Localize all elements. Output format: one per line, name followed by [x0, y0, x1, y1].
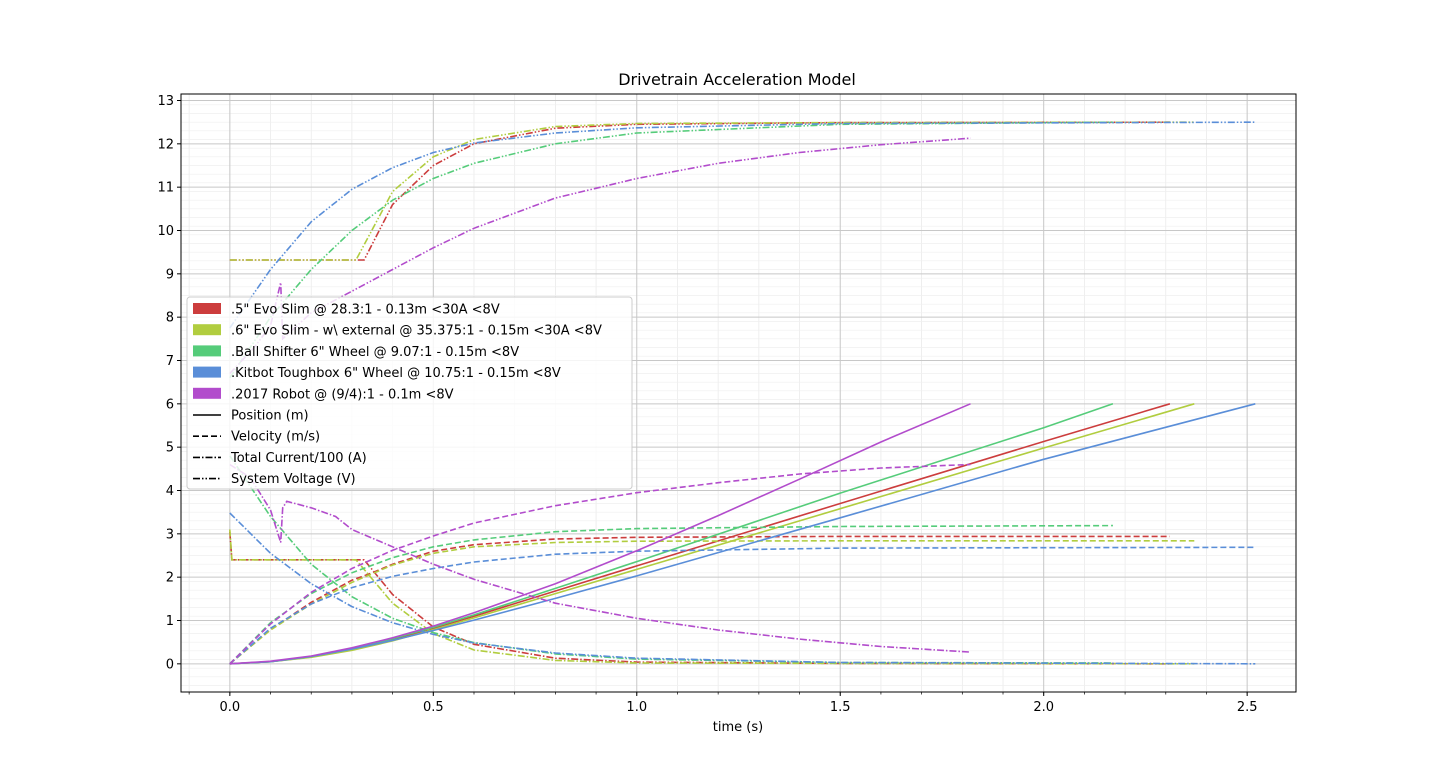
y-tick-label: 3 [166, 527, 174, 542]
series-line-position-5 [229, 403, 971, 665]
x-tick-label: 2.0 [1033, 700, 1054, 715]
legend-swatch [193, 366, 221, 378]
y-tick-label: 7 [166, 354, 174, 369]
legend-label: Position (m) [231, 409, 309, 424]
legend-swatch [193, 303, 221, 314]
y-tick-label: 0 [166, 657, 174, 672]
series-line-velocity-5 [229, 463, 971, 665]
x-tick-label: 0.0 [219, 700, 240, 715]
y-tick-label: 13 [157, 94, 174, 109]
y-tick-label: 4 [166, 484, 174, 499]
series-line-current-2 [229, 529, 1195, 665]
plot-frame [180, 93, 1297, 693]
legend: .5" Evo Slim @ 28.3:1 - 0.13m <30A <8V .6… [186, 296, 633, 490]
legend-swatch [193, 345, 221, 357]
legend-swatch [193, 324, 221, 336]
series-line-voltage-3 [229, 121, 1113, 379]
y-tick-label: 9 [166, 267, 174, 282]
y-tick-label: 8 [166, 311, 174, 326]
series-line-current-1 [229, 531, 1170, 665]
legend-label: .6" Evo Slim - w\ external @ 35.375:1 - … [231, 324, 602, 339]
y-tick-label: 12 [157, 137, 174, 152]
y-tick-label: 2 [166, 571, 174, 586]
chart-title: Drivetrain Acceleration Model [618, 70, 856, 89]
legend-swatch [193, 387, 221, 399]
series-line-velocity-4 [229, 546, 1256, 665]
legend-label: System Voltage (V) [231, 472, 356, 487]
x-tick-label: 2.5 [1237, 700, 1258, 715]
x-axis-label: time (s) [713, 720, 763, 735]
y-tick-label: 1 [166, 614, 174, 629]
legend-box [186, 296, 633, 490]
series-line-velocity-1 [229, 535, 1170, 665]
legend-label: Total Current/100 (A) [230, 451, 367, 466]
y-tick-label: 10 [157, 224, 174, 239]
series-line-current-5 [229, 463, 971, 653]
series-line-voltage-2 [229, 121, 1195, 261]
series-line-voltage-1 [229, 121, 1170, 261]
series-line-voltage-4 [229, 121, 1256, 329]
x-tick-label: 1.5 [830, 700, 851, 715]
x-tick-label: 0.5 [423, 700, 444, 715]
legend-label: .2017 Robot @ (9/4):1 - 0.1m <8V [231, 387, 454, 402]
legend-label: .Ball Shifter 6" Wheel @ 9.07:1 - 0.15m … [231, 345, 519, 360]
y-tick-label: 5 [166, 441, 174, 456]
y-tick-label: 11 [157, 181, 174, 196]
series-line-velocity-3 [229, 524, 1113, 665]
x-tick-label: 1.0 [626, 700, 647, 715]
legend-label: Velocity (m/s) [231, 430, 320, 445]
legend-label: .5" Evo Slim @ 28.3:1 - 0.13m <30A <8V [231, 303, 500, 318]
legend-label: .Kitbot Toughbox 6" Wheel @ 10.75:1 - 0.… [231, 366, 561, 381]
series-group [229, 121, 1256, 665]
series-line-current-4 [229, 512, 1256, 665]
y-tick-label: 6 [166, 397, 174, 412]
